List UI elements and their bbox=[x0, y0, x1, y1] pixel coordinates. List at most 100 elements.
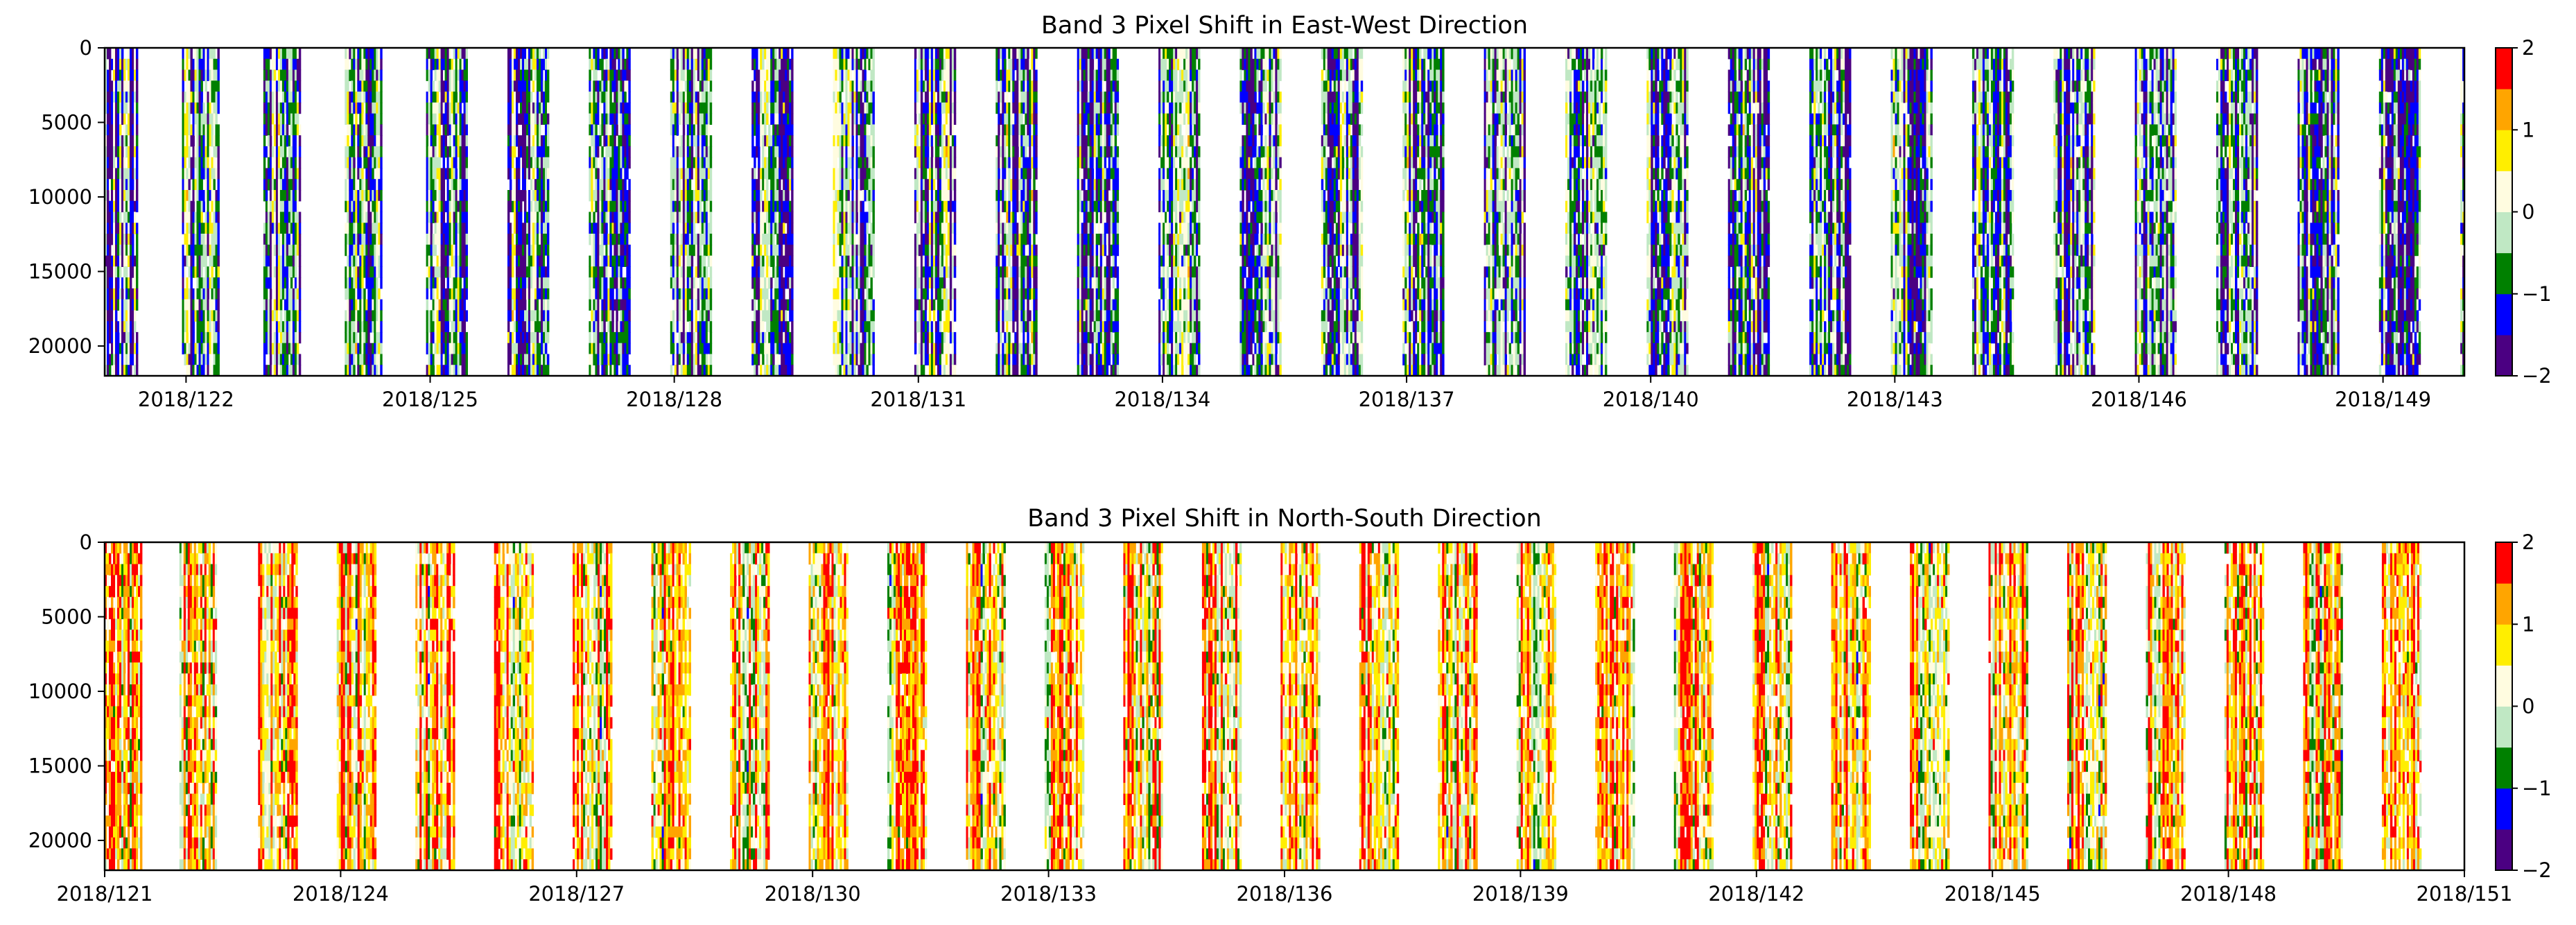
heat-cell bbox=[785, 80, 787, 92]
heat-cell bbox=[115, 277, 118, 289]
heat-cell bbox=[547, 321, 550, 333]
heat-cell bbox=[695, 124, 698, 136]
heat-cell bbox=[524, 58, 527, 71]
heat-cell bbox=[601, 310, 604, 322]
heat-cell bbox=[376, 146, 378, 158]
heat-cell bbox=[688, 124, 692, 136]
heat-cell bbox=[374, 135, 376, 147]
heat-cell bbox=[196, 69, 199, 81]
heat-cell bbox=[522, 255, 525, 267]
heat-cell bbox=[265, 190, 268, 202]
heat-cell bbox=[624, 135, 627, 147]
heat-cell bbox=[136, 299, 139, 311]
heat-cell bbox=[271, 168, 275, 180]
heat-cell bbox=[603, 331, 606, 344]
heat-cell bbox=[107, 179, 110, 191]
heat-cell bbox=[680, 190, 684, 202]
heat-cell bbox=[374, 69, 376, 81]
heat-cell bbox=[111, 102, 114, 114]
heat-cell bbox=[132, 124, 134, 136]
heat-cell bbox=[136, 277, 139, 289]
heat-cell bbox=[465, 157, 468, 169]
heat-cell bbox=[843, 234, 846, 245]
heat-cell bbox=[265, 299, 268, 311]
heat-cell bbox=[756, 69, 758, 81]
heat-cell bbox=[453, 310, 455, 322]
heat-cell bbox=[684, 146, 688, 158]
heat-cell bbox=[105, 277, 107, 289]
heat-cell bbox=[674, 234, 677, 245]
heat-cell bbox=[682, 331, 686, 344]
heat-cell bbox=[457, 331, 460, 344]
heat-cell bbox=[530, 157, 533, 169]
heat-cell bbox=[628, 80, 631, 92]
heat-cell bbox=[589, 80, 591, 92]
heat-cell bbox=[599, 354, 602, 365]
heat-cell bbox=[618, 223, 620, 234]
heat-cell bbox=[107, 124, 110, 136]
heat-cell bbox=[541, 288, 543, 300]
heat-cell bbox=[768, 255, 771, 267]
heat-cell bbox=[459, 48, 462, 60]
heat-cell bbox=[778, 365, 781, 376]
heat-cell bbox=[774, 80, 777, 92]
heat-cell bbox=[835, 168, 837, 180]
heat-cell bbox=[678, 244, 681, 257]
heat-cell bbox=[537, 244, 539, 257]
heat-cell bbox=[374, 365, 376, 376]
heat-cell bbox=[785, 135, 787, 147]
heat-cell bbox=[622, 190, 625, 202]
heat-cell bbox=[363, 157, 366, 169]
heat-cell bbox=[699, 277, 702, 289]
heat-cell bbox=[265, 331, 268, 344]
heat-cell bbox=[620, 58, 623, 71]
heat-cell bbox=[453, 266, 455, 278]
heat-cell bbox=[709, 223, 713, 234]
heat-cell bbox=[188, 354, 191, 365]
heat-cell bbox=[449, 365, 451, 376]
heat-cell bbox=[626, 266, 629, 278]
heat-cell bbox=[611, 102, 614, 114]
heat-cell bbox=[182, 343, 184, 355]
heat-cell bbox=[770, 168, 773, 180]
heat-cell bbox=[380, 299, 383, 311]
heat-cell bbox=[194, 124, 197, 136]
heat-cell bbox=[624, 92, 627, 103]
heat-cell bbox=[286, 157, 289, 169]
heat-cell bbox=[776, 179, 779, 191]
heat-cell bbox=[841, 80, 844, 92]
heat-cell bbox=[603, 365, 606, 376]
heat-cell bbox=[545, 331, 548, 344]
heat-cell bbox=[132, 288, 134, 300]
heat-cell bbox=[703, 277, 706, 289]
heat-cell bbox=[847, 92, 850, 103]
heat-cell bbox=[213, 48, 216, 60]
heat-cell bbox=[789, 255, 792, 267]
heat-cell bbox=[522, 223, 525, 234]
heat-cell bbox=[785, 255, 787, 267]
heat-cell bbox=[701, 365, 704, 376]
heat-cell bbox=[833, 321, 835, 333]
heat-cell bbox=[774, 266, 777, 278]
heat-cell bbox=[705, 234, 708, 245]
heat-cell bbox=[457, 113, 460, 125]
heat-cell bbox=[524, 234, 527, 245]
heat-cell bbox=[845, 69, 848, 81]
heat-cell bbox=[207, 277, 209, 289]
heat-cell bbox=[764, 365, 767, 376]
heat-cell bbox=[345, 234, 347, 245]
heat-cell bbox=[674, 288, 677, 300]
heat-cell bbox=[534, 124, 537, 136]
heat-cell bbox=[365, 80, 368, 92]
heat-cell bbox=[113, 365, 116, 376]
data-band bbox=[589, 48, 631, 376]
heat-cell bbox=[686, 179, 690, 191]
heat-cell bbox=[787, 102, 790, 114]
heat-cell bbox=[279, 354, 283, 365]
heat-cell bbox=[128, 223, 130, 234]
heat-cell bbox=[359, 244, 362, 257]
heat-cell bbox=[597, 244, 600, 257]
heat-cell bbox=[674, 299, 677, 311]
heat-cell bbox=[194, 69, 197, 81]
heat-cell bbox=[202, 146, 205, 158]
